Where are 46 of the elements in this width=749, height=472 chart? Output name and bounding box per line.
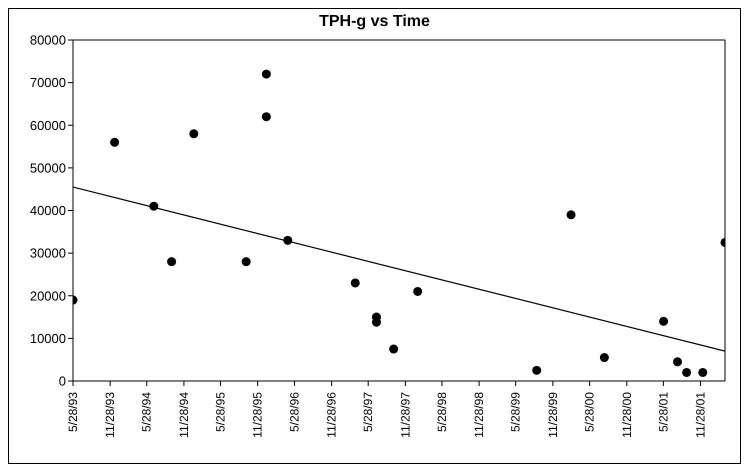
y-tick-label: 40000 <box>30 203 66 218</box>
x-tick-label: 5/28/95 <box>213 392 228 432</box>
point <box>673 357 682 366</box>
y-tick-label: 80000 <box>30 32 66 48</box>
point <box>242 257 251 266</box>
point <box>350 278 360 288</box>
x-tick-label: 5/28/98 <box>434 392 449 432</box>
x-tick-label: 11/28/97 <box>398 392 412 438</box>
x-tick-label: 5/28/96 <box>287 392 302 432</box>
x-tick-label: 11/28/98 <box>472 392 486 438</box>
x-tick-label: 5/28/01 <box>656 392 670 432</box>
y-tick-label: 30000 <box>30 246 66 261</box>
y-tick-label: 10000 <box>30 330 66 346</box>
x-tick-label: 11/28/96 <box>324 392 339 438</box>
x-tick-label: 5/28/97 <box>361 392 376 432</box>
point <box>682 368 692 377</box>
point <box>600 353 609 362</box>
y-tick-label: 70000 <box>30 75 66 90</box>
x-tick-label: 5/28/94 <box>140 392 154 432</box>
y-tick-label: 50000 <box>30 160 66 176</box>
point <box>283 236 292 245</box>
point <box>532 366 542 375</box>
y-tick-label: 20000 <box>30 288 66 304</box>
point <box>566 210 576 220</box>
point <box>189 129 198 138</box>
point <box>389 344 398 354</box>
y-tick-label: 0 <box>58 374 66 389</box>
point <box>262 70 271 79</box>
chart-title: TPH-g vs Time <box>318 13 431 31</box>
point <box>149 202 158 211</box>
x-tick-label: 11/28/99 <box>546 392 560 438</box>
x-tick-label: 11/28/00 <box>620 392 634 438</box>
x-tick-label: 11/28/01 <box>694 392 708 438</box>
point <box>413 286 422 296</box>
point <box>698 368 708 377</box>
point <box>659 316 668 326</box>
x-tick-label: 5/28/99 <box>508 392 523 432</box>
x-tick-label: 5/28/00 <box>582 392 597 432</box>
point <box>110 138 120 147</box>
x-tick-label: 11/28/93 <box>103 392 118 438</box>
x-tick-label: 11/28/94 <box>176 392 191 438</box>
point <box>262 112 271 122</box>
point <box>167 257 176 266</box>
x-tick-label: 5/28/93 <box>66 392 80 432</box>
y-tick-label: 60000 <box>30 118 66 133</box>
x-tick-label: 11/28/95 <box>250 392 265 438</box>
